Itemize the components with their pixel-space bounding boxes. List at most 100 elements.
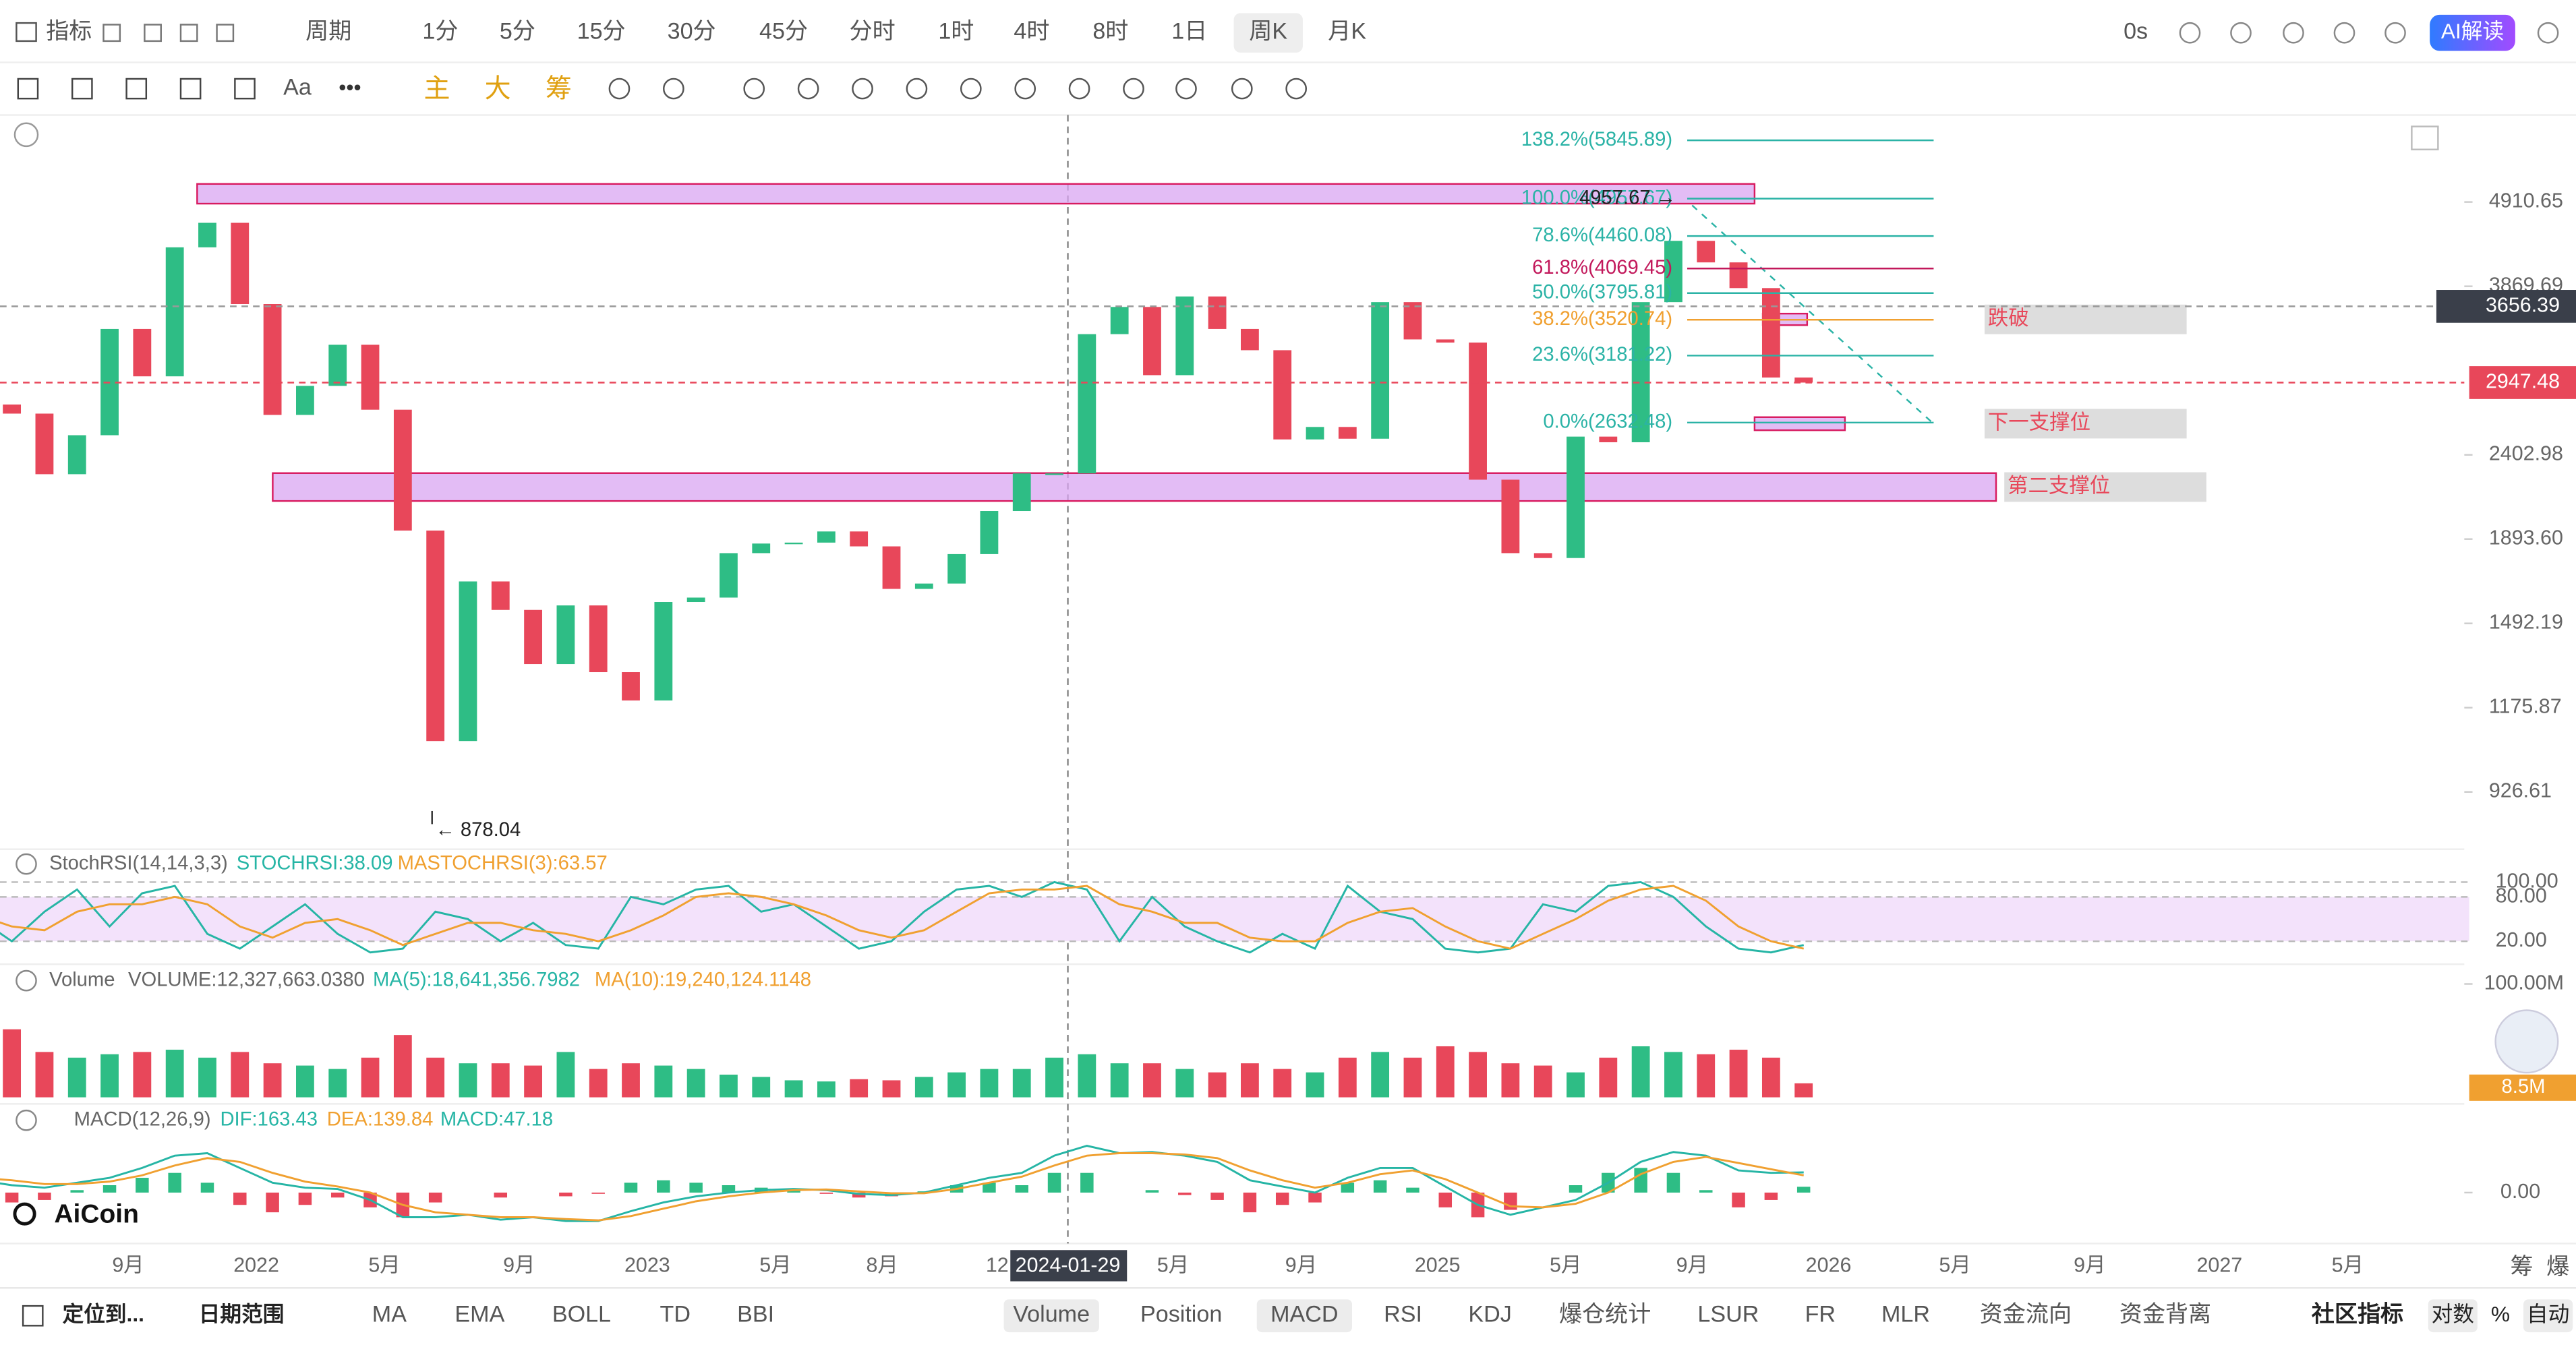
timeframe-button[interactable]: 5分 [500,19,535,44]
timeframe-button[interactable]: 月K [1328,19,1366,44]
timeframe-button[interactable]: 15分 [577,19,626,44]
ai-button-bg[interactable] [2430,14,2515,51]
expand-icon[interactable] [2411,125,2439,150]
scale-option[interactable]: 对数 [2432,1302,2474,1326]
toolbar-icon[interactable] [2384,22,2406,44]
sub-indicator-tab[interactable]: KDJ [1468,1302,1511,1327]
draw-tool-icon[interactable] [743,78,765,100]
draw-tool-icon[interactable] [663,78,684,100]
pane-toggle[interactable] [16,853,37,875]
macd-bar [1732,1192,1745,1207]
volume-bar [1143,1063,1161,1098]
toolbar-icon[interactable] [216,24,235,42]
timeframe-button[interactable]: 1时 [938,19,974,44]
timeframe-button[interactable]: 45分 [759,19,808,44]
community-button[interactable]: 社区指标 [2312,1302,2403,1327]
candle [35,413,54,475]
locate-button[interactable]: 定位到... [63,1302,144,1326]
volume-bar [784,1080,803,1098]
side-button[interactable]: 爆 [2546,1254,2569,1280]
macd-bar [1796,1187,1811,1193]
timeframe-button[interactable]: 30分 [668,19,716,44]
timeframe-button[interactable]: 1分 [422,19,458,44]
draw-tool-icon[interactable] [179,78,202,100]
date-range-button[interactable]: 日期范围 [199,1302,285,1326]
toolbar-icon[interactable] [179,24,198,42]
y-tick-label: 2402.98 [2489,442,2563,465]
selected-bg [1003,1299,1099,1333]
ai-button[interactable]: AI解读 [2441,19,2504,43]
indicator-icon[interactable] [16,22,37,42]
assistant-avatar[interactable] [2494,1009,2559,1074]
y-tick-label: 926.61 [2489,779,2552,802]
chip-tool[interactable]: 大 [485,74,511,103]
timeframe-button[interactable]: 1日 [1171,19,1207,44]
draw-tool-icon[interactable] [1285,78,1308,100]
sub-indicator-tab[interactable]: FR [1805,1302,1836,1327]
volume-bar [296,1065,314,1098]
main-indicator-tab[interactable]: EMA [455,1302,504,1327]
more-tools[interactable]: ••• [339,75,361,99]
volume-bar [361,1057,380,1098]
draw-tool-icon[interactable] [1175,78,1197,100]
sub-indicator-tab[interactable]: 资金流向 [1980,1302,2072,1327]
sub-indicator-tab[interactable]: Position [1140,1302,1222,1327]
timeframe-button[interactable]: 4时 [1014,19,1049,44]
toolbar-icon[interactable] [2179,22,2201,44]
draw-tool-icon[interactable] [1123,78,1144,100]
sub-indicator-tab[interactable]: 爆仓统计 [1559,1302,1651,1327]
chip-tool[interactable]: 主 [424,74,450,103]
locate-icon[interactable] [22,1305,44,1327]
candle [133,328,152,377]
side-button[interactable]: 筹 [2511,1254,2534,1280]
toolbar-icon[interactable] [144,24,162,42]
main-indicator-tab[interactable]: BBI [737,1302,774,1327]
draw-tool-icon[interactable] [960,78,982,100]
draw-tool-icon[interactable] [608,78,631,100]
sub-indicator-tab[interactable]: LSUR [1697,1302,1759,1327]
candle [850,531,869,547]
toolbar-icon[interactable] [2537,22,2559,44]
toolbar-icon[interactable] [103,24,121,42]
scale-option[interactable]: 自动 [2527,1302,2569,1326]
timeframe-button[interactable]: 8时 [1092,19,1128,44]
sub-indicator-tab[interactable]: Volume [1013,1302,1090,1327]
pane-value: VOLUME:12,327,663.0380 [128,969,365,990]
draw-tool-icon[interactable] [852,78,873,100]
draw-tool-icon[interactable] [1231,78,1253,100]
pane-toggle[interactable] [16,969,37,992]
sub-indicator-tab[interactable]: 资金背离 [2119,1302,2211,1327]
sub-indicator-tab[interactable]: RSI [1384,1302,1422,1327]
main-indicator-tab[interactable]: BOLL [552,1302,611,1327]
draw-tool-icon[interactable] [71,78,93,100]
period-dropdown[interactable]: 周期 [305,19,351,44]
scale-option[interactable]: % [2491,1302,2510,1326]
main-indicator-tab[interactable]: MA [372,1302,407,1327]
chip-tool[interactable]: 筹 [546,74,572,103]
draw-tool-icon[interactable] [1068,78,1090,100]
toolbar-icon[interactable] [2333,22,2355,44]
main-indicator-tab[interactable]: TD [660,1302,691,1327]
toolbar-icon[interactable] [2283,22,2304,44]
pane-title: Volume [49,969,115,990]
sub-indicator-tab[interactable]: MLR [1881,1302,1930,1327]
timeframe-button[interactable]: 分时 [850,19,896,44]
timer[interactable]: 0s [2124,19,2148,44]
timeframe-button[interactable]: 周K [1249,19,1287,44]
draw-tool-icon[interactable] [906,78,928,100]
draw-tool-icon[interactable] [17,78,39,100]
candle [817,531,836,543]
draw-tool-icon[interactable] [125,78,148,100]
candle [263,304,282,415]
draw-tool-icon[interactable] [234,78,256,100]
pane-toggle[interactable] [16,1109,37,1131]
sub-indicator-tab[interactable]: MACD [1270,1302,1338,1327]
collapse-icon[interactable] [13,122,39,148]
text-tool[interactable]: Aa [283,75,312,100]
indicator-button[interactable]: 指标 [46,19,92,44]
candle [1631,302,1650,442]
macd-bar [1015,1185,1028,1193]
toolbar-icon[interactable] [2230,22,2252,44]
draw-tool-icon[interactable] [797,78,819,100]
draw-tool-icon[interactable] [1014,78,1036,100]
